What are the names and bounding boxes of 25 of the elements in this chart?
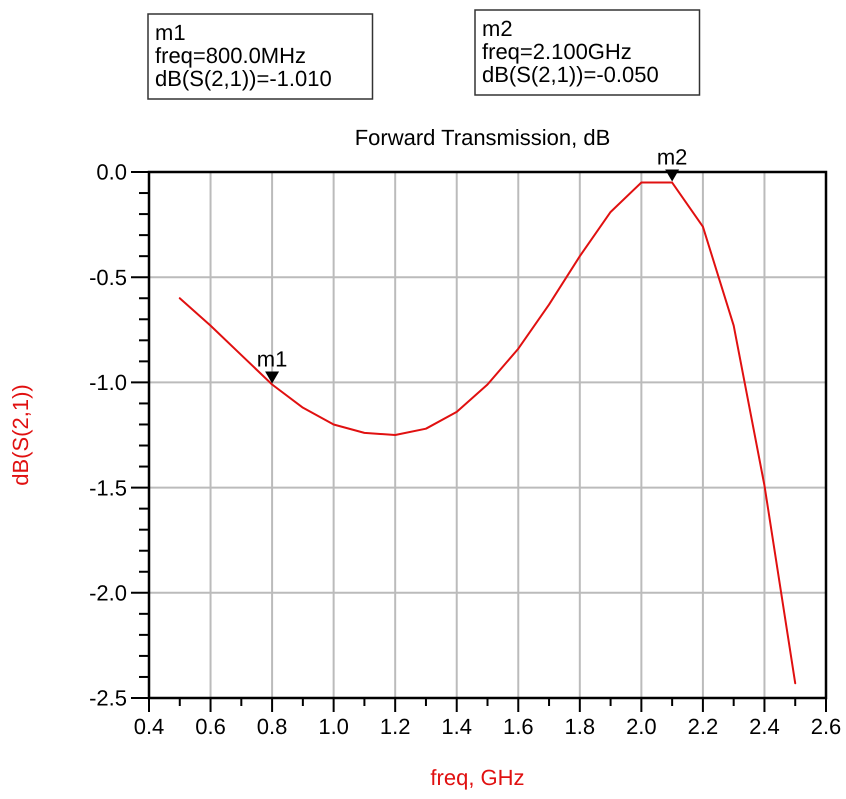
- annotation: m1: [256, 346, 288, 372]
- text: m1 freq=800.0MHz dB(S(2,1))=-1.010: [155, 20, 332, 91]
- y-tick-label: -2.5: [89, 686, 127, 711]
- y-tick-label: -1.5: [89, 475, 127, 500]
- x-tick-label: 2.2: [688, 714, 718, 739]
- x-tick-label: 1.0: [318, 714, 349, 739]
- y-tick-label: 0.0: [96, 160, 127, 185]
- chart-title: Forward Transmission, dB: [354, 125, 610, 150]
- x-tick-label: 2.6: [810, 714, 842, 739]
- text: m2 freq=2.100GHz dB(S(2,1))=-0.050: [482, 16, 659, 87]
- y-axis-title: dB(S(2,1)): [8, 384, 33, 486]
- y-tick-label: -0.5: [89, 264, 127, 290]
- y-tick-label: -1.0: [89, 370, 127, 396]
- annotation: m2: [656, 144, 688, 170]
- y-tick-label: -2.0: [89, 580, 127, 606]
- x-tick-label: 2.4: [749, 714, 780, 739]
- x-tick-label: 0.6: [195, 714, 226, 739]
- x-tick-label: 1.8: [564, 714, 596, 739]
- x-tick-label: 0.4: [134, 714, 164, 739]
- x-tick-label: 0.8: [256, 714, 288, 739]
- x-tick-label: 1.4: [441, 714, 472, 739]
- x-axis-title: freq, GHz: [430, 765, 525, 790]
- x-tick-label: 1.2: [380, 714, 410, 739]
- x-tick-label: 2.0: [626, 714, 657, 739]
- x-tick-label: 1.6: [502, 714, 534, 739]
